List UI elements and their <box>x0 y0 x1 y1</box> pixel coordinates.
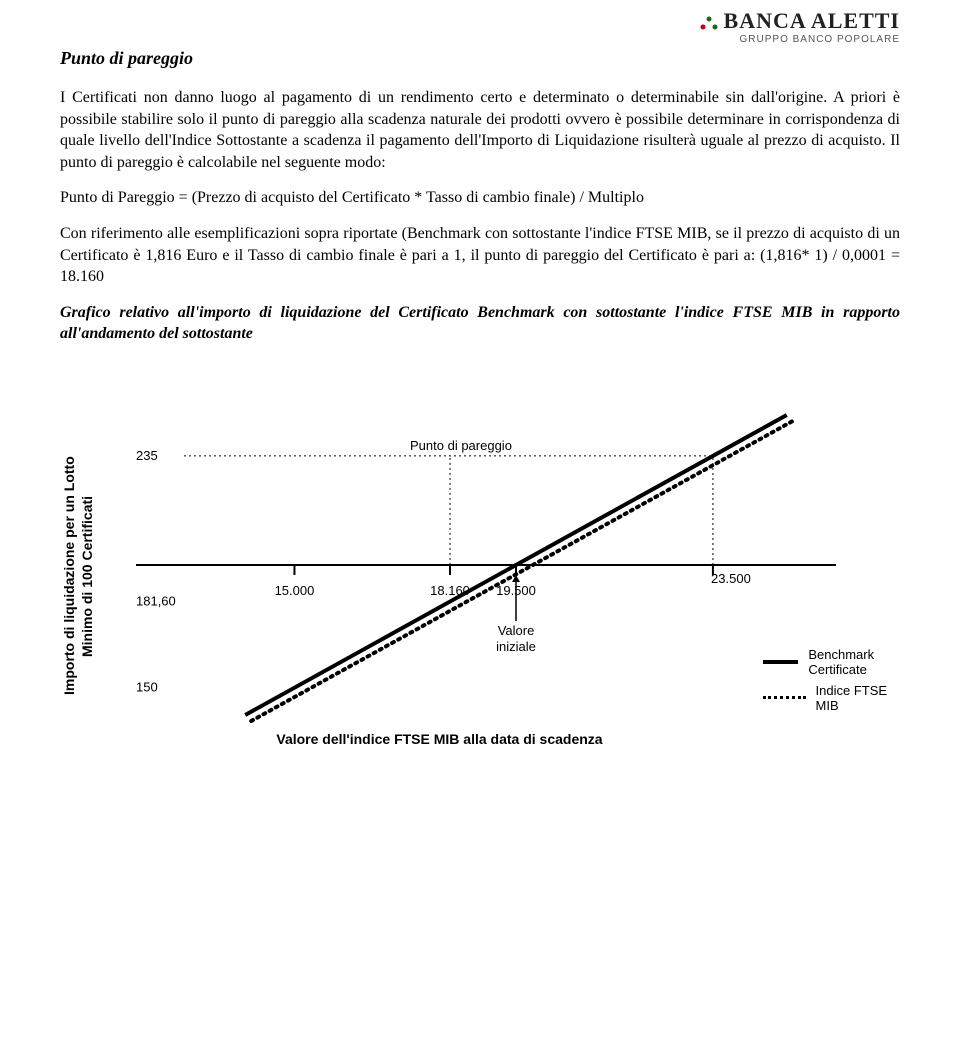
paragraph-example: Con riferimento alle esemplificazioni so… <box>60 223 900 288</box>
legend-swatch-solid-icon <box>763 660 799 664</box>
logo-main: BANCA ALETTI <box>698 8 900 34</box>
legend-label-solid: Benchmark Certificate <box>808 647 900 677</box>
svg-text:Valore: Valore <box>498 623 535 638</box>
paragraph-intro: I Certificati non danno luogo al pagamen… <box>60 87 900 173</box>
legend-item-solid: Benchmark Certificate <box>763 647 900 677</box>
svg-text:15.000: 15.000 <box>275 583 315 598</box>
x-axis-label: Valore dell'indice FTSE MIB alla data di… <box>276 731 900 747</box>
svg-text:iniziale: iniziale <box>497 639 537 654</box>
y-axis-label: Importo di liquidazione per un LottoMini… <box>60 405 96 747</box>
chart-legend: Benchmark Certificate Indice FTSE MIB <box>763 647 900 719</box>
logo-dots-icon <box>698 13 720 33</box>
svg-text:18.160: 18.160 <box>431 583 471 598</box>
legend-label-dotted: Indice FTSE MIB <box>816 683 900 713</box>
svg-text:235: 235 <box>136 448 158 463</box>
payoff-chart: Importo di liquidazione per un LottoMini… <box>60 405 900 747</box>
svg-text:150: 150 <box>136 680 158 695</box>
svg-text:Punto di pareggio: Punto di pareggio <box>410 438 512 453</box>
chart-caption: Grafico relativo all'importo di liquidaz… <box>60 302 900 345</box>
chart-svg: 235181,6015015.00018.16019.50023.500Punt… <box>96 405 856 725</box>
section-title: Punto di pareggio <box>60 48 900 69</box>
brand-logo: BANCA ALETTI GRUPPO BANCO POPOLARE <box>698 8 900 45</box>
legend-item-dotted: Indice FTSE MIB <box>763 683 900 713</box>
formula-line: Punto di Pareggio = (Prezzo di acquisto … <box>60 187 900 209</box>
legend-swatch-dotted-icon <box>763 696 806 699</box>
logo-sub: GRUPPO BANCO POPOLARE <box>698 34 900 45</box>
svg-text:23.500: 23.500 <box>711 571 751 586</box>
svg-text:181,60: 181,60 <box>136 593 176 608</box>
logo-text: BANCA ALETTI <box>724 8 900 33</box>
